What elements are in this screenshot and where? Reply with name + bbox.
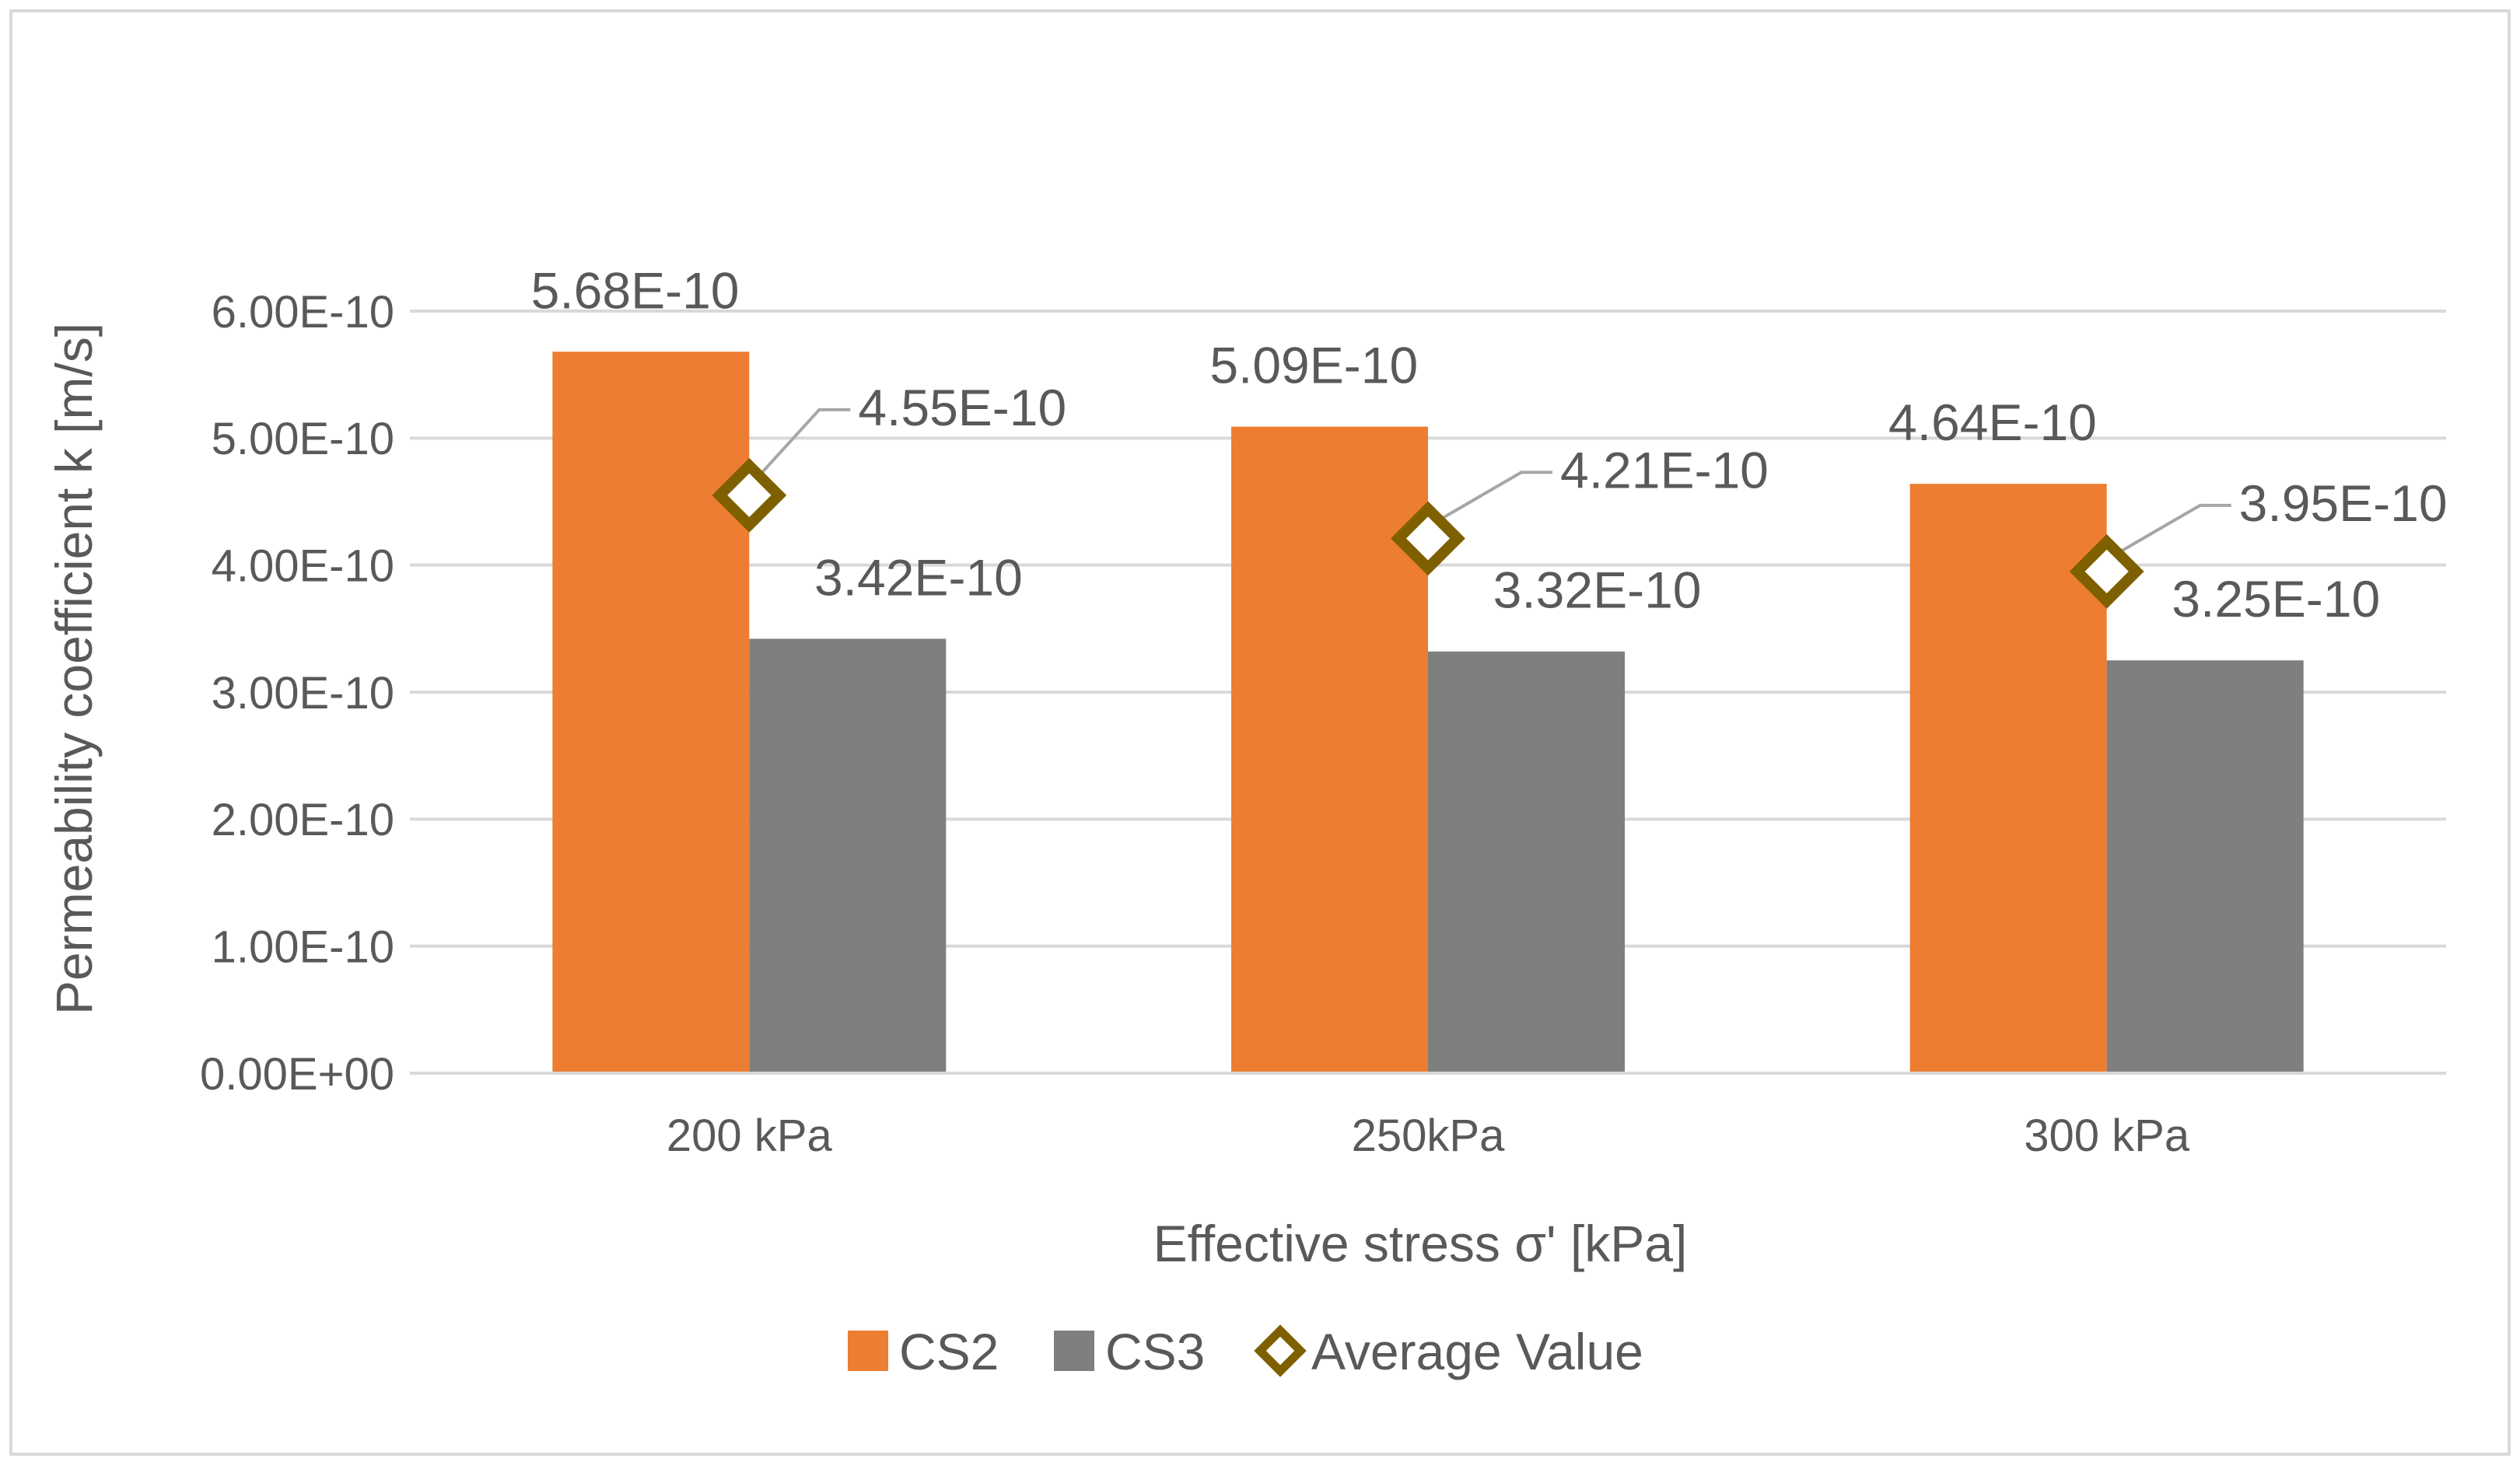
data-label-cs3: 3.25E-10 [2172, 570, 2380, 628]
data-label-cs2: 5.68E-10 [531, 261, 740, 319]
legend: CS2 CS3 Average Value [848, 1323, 1643, 1380]
bar-cs2 [552, 352, 750, 1073]
average-leader-line [754, 407, 851, 481]
bar-cs3 [749, 638, 947, 1073]
y-tick-label: 6.00E-10 [212, 287, 394, 338]
y-axis-title: Permeability coefficient k [m/s] [45, 323, 103, 1015]
bars [552, 352, 2304, 1073]
data-label-cs2: 5.09E-10 [1209, 337, 1418, 394]
average-markers [712, 407, 2231, 609]
y-tick-label: 4.00E-10 [212, 541, 394, 592]
x-axis-title: Effective stress σ' [kPa] [1153, 1215, 1688, 1272]
bar-cs2 [1231, 426, 1428, 1073]
data-label-cs3: 3.42E-10 [814, 548, 1023, 606]
x-tick-label: 300 kPa [2024, 1110, 2190, 1161]
legend-swatch-average [1254, 1324, 1307, 1377]
y-tick-label: 3.00E-10 [212, 668, 394, 719]
bar-cs3 [2106, 660, 2304, 1073]
bar-cs2 [1909, 484, 2107, 1073]
y-tick-label: 2.00E-10 [212, 795, 394, 845]
average-leader-line [2112, 503, 2231, 558]
average-leader-line [1433, 470, 1552, 525]
legend-swatch-cs3 [1054, 1331, 1094, 1371]
y-tick-label: 1.00E-10 [212, 922, 394, 973]
x-tick-label: 200 kPa [667, 1110, 833, 1161]
data-label-average: 4.21E-10 [1560, 441, 1769, 498]
x-tick-label: 250kPa [1352, 1110, 1505, 1161]
data-label-cs2: 4.64E-10 [1888, 393, 2097, 451]
bar-cs3 [1428, 651, 1625, 1073]
y-tick-label: 0.00E+00 [200, 1049, 394, 1100]
legend-label: CS2 [899, 1323, 999, 1380]
average-marker [712, 457, 787, 533]
data-label-average: 3.95E-10 [2239, 474, 2448, 532]
legend-swatch-cs2 [848, 1331, 888, 1371]
data-label-average: 4.55E-10 [858, 379, 1066, 436]
y-tick-label: 5.00E-10 [212, 414, 394, 464]
average-marker [2069, 533, 2144, 609]
average-marker [1391, 501, 1465, 576]
legend-label: CS3 [1105, 1323, 1205, 1380]
data-label-cs3: 3.32E-10 [1493, 561, 1702, 619]
legend-label: Average Value [1311, 1323, 1643, 1380]
